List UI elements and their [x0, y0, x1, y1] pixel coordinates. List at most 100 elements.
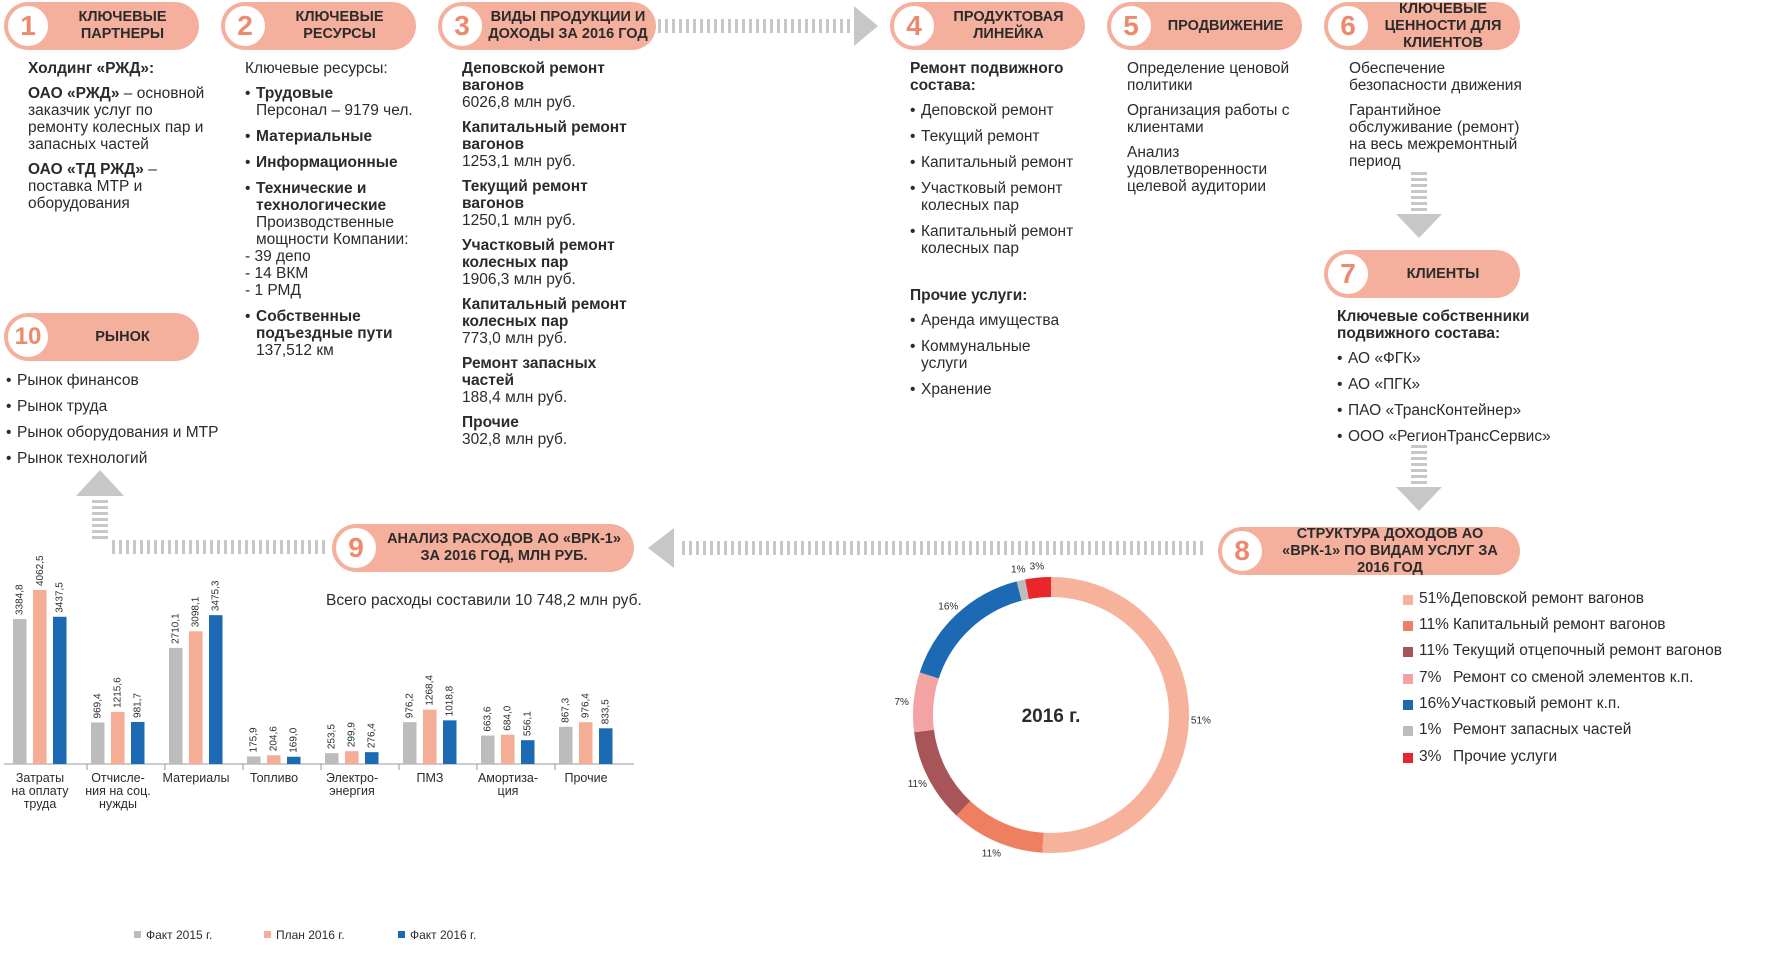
- bar-value-label: 276,4: [367, 723, 378, 748]
- bar-value-label: 1018,8: [445, 685, 456, 716]
- block-7-title: КЛИЕНТЫ: [1406, 265, 1480, 282]
- lineup-content: Ремонт подвижного состава: Деповской рем…: [910, 60, 1095, 407]
- bar-value-label: 175,9: [249, 727, 260, 752]
- bar: [13, 619, 27, 764]
- bar: [111, 711, 125, 764]
- value-item: Гарантийное обслуживание (ремонт) на вес…: [1349, 102, 1520, 170]
- value-item: Обеспечение безопасности движения: [1349, 60, 1522, 94]
- donut-slice: [1025, 577, 1052, 600]
- product-item: Текущий ремонт вагонов 1250,1 млн руб.: [462, 178, 588, 229]
- bar-value-label: 1215,6: [113, 677, 124, 708]
- values-content: Обеспечение безопасности движения Гарант…: [1349, 60, 1539, 170]
- block-9-number: 9: [334, 526, 378, 570]
- bar-value-label: 4062,5: [35, 555, 46, 586]
- block-4-number: 4: [892, 4, 936, 48]
- expenses-bar-chart: 3384,8 4062,5 3437,5 Затраты на оплату труда 9…: [4, 555, 634, 811]
- lineup-item: Капитальный ремонт колесных пар: [910, 223, 1095, 257]
- partners-content: Холдинг «РЖД»: ОАО «РЖД» – основной зака…: [28, 60, 208, 212]
- bar-value-label: 253,5: [327, 724, 338, 749]
- client-item: ООО «РегионТрансСервис»: [1337, 428, 1557, 445]
- block-3-title: ВИДЫ ПРОДУКЦИИ И ДОХОДЫ ЗА 2016 ГОД: [488, 9, 648, 42]
- market-item: Рынок оборудования и МТР: [6, 424, 246, 441]
- bar: [267, 755, 281, 764]
- lineup-heading: Ремонт подвижного состава:: [910, 60, 1064, 94]
- bar-value-label: 663,6: [483, 706, 494, 731]
- promotion-item: Определение ценовой политики: [1127, 60, 1290, 94]
- bar-value-label: 204,6: [269, 726, 280, 751]
- bar-value-label: 299,9: [347, 722, 358, 747]
- partners-holding: Холдинг «РЖД»:: [28, 60, 155, 77]
- block-10-header: 10 РЫНОК: [4, 313, 199, 361]
- bar-value-label: 169,0: [289, 727, 300, 752]
- capacity-item: 14 ВКМ: [245, 265, 435, 282]
- donut-slice-label: 3%: [1030, 562, 1045, 573]
- product-item: Деповской ремонт вагонов 6026,8 млн руб.: [462, 60, 605, 111]
- client-item: АО «ПГК»: [1337, 376, 1557, 393]
- donut-slice: [913, 672, 939, 733]
- capacity-item: 39 депо: [245, 248, 435, 265]
- x-tick-label: ПМЗ: [417, 771, 444, 785]
- donut-slice: [1016, 579, 1029, 601]
- bar: [131, 721, 145, 764]
- bar-value-label: 1268,4: [425, 675, 436, 706]
- bar: [189, 631, 203, 764]
- donut-slice-label: 7%: [894, 697, 909, 708]
- bar: [33, 590, 47, 764]
- block-2-header: 2 КЛЮЧЕВЫЕ РЕСУРСЫ: [221, 2, 416, 50]
- arrow-6-to-7: [1396, 172, 1442, 238]
- bar: [599, 728, 613, 764]
- bar: [481, 735, 495, 764]
- bar: [559, 726, 573, 764]
- bar-value-label: 976,2: [405, 693, 416, 718]
- partner-1-desc: – основной заказчик услуг по ремонту кол…: [28, 85, 205, 153]
- market-content: Рынок финансов Рынок труда Рынок оборудо…: [6, 372, 246, 476]
- resource-capacity: Производственные мощности Компании:: [256, 214, 409, 248]
- block-9-title: АНАЛИЗ РАСХОДОВ АО «ВРК-1» ЗА 2016 ГОД, …: [387, 531, 621, 564]
- partner-2-desc: – поставка МТР и оборудования: [28, 161, 157, 212]
- legend-fact-2016: Факт 2016 г.: [398, 928, 476, 942]
- bar-value-label: 3098,1: [191, 596, 202, 627]
- bar-value-label: 981,7: [133, 692, 144, 717]
- resource-info: Информационные: [245, 154, 435, 171]
- donut-slice-label: 11%: [982, 849, 1001, 860]
- bar-value-label: 2710,1: [171, 613, 182, 644]
- bar: [209, 615, 223, 764]
- block-9-header: 9 АНАЛИЗ РАСХОДОВ АО «ВРК-1» ЗА 2016 ГОД…: [332, 524, 634, 572]
- promotion-item: Анализ удовлетворенности целевой аудитор…: [1127, 144, 1268, 195]
- arrow-7-to-8: [1396, 445, 1442, 511]
- products-content: Деповской ремонт вагонов 6026,8 млн руб. …: [462, 60, 642, 448]
- x-tick-label: Электро-энергия: [326, 771, 378, 798]
- promotion-content: Определение ценовой политики Организация…: [1127, 60, 1292, 195]
- lineup-item: Участковый ремонт колесных пар: [910, 180, 1095, 214]
- arrow-3-to-4: [658, 6, 878, 46]
- promotion-item: Организация работы с клиентами: [1127, 102, 1290, 136]
- bar: [423, 709, 437, 764]
- resource-tracks-value: 137,512 км: [256, 342, 334, 359]
- clients-content: Ключевые собственники подвижного состава…: [1337, 308, 1557, 454]
- bar: [579, 722, 593, 764]
- arrow-8-to-9: [648, 528, 1203, 568]
- product-item: Капитальный ремонт вагонов 1253,1 млн руб…: [462, 119, 627, 170]
- partner-2-name: ОАО «ТД РЖД»: [28, 161, 144, 178]
- resource-staff: Персонал – 9179 чел.: [256, 102, 413, 119]
- block-6-header: 6 КЛЮЧЕВЫЕ ЦЕННОСТИ ДЛЯ КЛИЕНТОВ: [1324, 1, 1520, 51]
- block-2-number: 2: [223, 4, 267, 48]
- bar-value-label: 969,4: [93, 693, 104, 718]
- lineup-other-item: Коммунальные услуги: [910, 338, 1041, 372]
- legend-fact-2015: Факт 2015 г.: [134, 928, 212, 942]
- client-item: АО «ФГК»: [1337, 350, 1557, 367]
- bar: [365, 752, 379, 764]
- donut-slice-label: 51%: [1191, 716, 1211, 727]
- product-item: Ремонт запасных частей 188,4 млн руб.: [462, 355, 597, 406]
- bar: [443, 720, 457, 764]
- block-3-header: 3 ВИДЫ ПРОДУКЦИИ И ДОХОДЫ ЗА 2016 ГОД: [438, 2, 656, 50]
- x-tick-label: Прочие: [564, 771, 607, 785]
- donut-slice: [956, 800, 1044, 853]
- revenue-donut-chart: 51% 11% 11% 7% 16% 1% 3% 2016 г.: [894, 562, 1211, 860]
- block-10-title: РЫНОК: [95, 328, 150, 345]
- x-tick-label: Топливо: [250, 771, 298, 785]
- bar: [521, 740, 535, 764]
- x-tick-label: Отчисле-ния на соц. нужды: [85, 771, 150, 811]
